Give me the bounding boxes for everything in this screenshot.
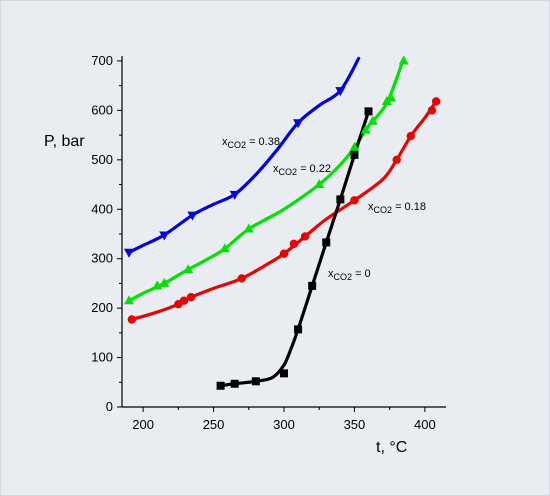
data-point [186,293,196,302]
data-point [364,107,373,116]
x-axis-label: t, °C [376,439,407,456]
y-tick-label: 600 [91,102,113,117]
data-point [314,179,325,189]
series-label-x: x [273,163,279,175]
series-label: xCO2 = 0.18 [368,201,426,215]
data-point [187,211,198,221]
data-point [219,243,230,253]
series-markers [124,55,441,390]
x-tick-label: 400 [414,417,436,432]
series-label-subscript: CO2 [334,272,353,282]
series-curves [127,56,438,388]
y-tick-label: 300 [91,251,113,266]
data-point [427,106,437,115]
data-point [322,238,331,247]
y-tick-label: 0 [106,399,113,414]
data-point [159,231,170,241]
x-tick-label: 350 [344,417,366,432]
series-label-x: x [368,201,374,213]
data-point [349,141,360,151]
x-tick-label: 200 [132,417,154,432]
series-label-x: x [328,268,334,280]
data-point [386,92,397,102]
data-point [243,223,254,233]
data-point [280,369,288,378]
y-axis-label: P, bar [44,133,85,150]
series-label-value: = 0.18 [392,201,426,213]
data-point [127,315,137,324]
data-point [124,295,135,305]
series-label-subscript: CO2 [228,140,247,150]
axes: 200 250 300 350 400 0 100 200 300 400 500 600 700 [91,53,446,432]
y-tick-label: 400 [91,201,113,216]
data-point [335,87,346,97]
series-label: xCO2 = 0.22 [273,163,331,177]
data-point [159,277,170,287]
data-point [237,274,246,283]
data-point [152,280,163,290]
data-point [230,379,239,388]
series-label-value: = 0.38 [246,136,280,148]
y-tick-label: 500 [91,152,113,167]
x-tick-label: 300 [273,417,295,432]
y-tick-label: 700 [91,53,113,68]
data-point [183,264,194,274]
y-tick-label: 100 [91,350,113,365]
series-line [127,56,361,254]
data-point [179,296,189,305]
series-label-x: x [222,136,228,148]
x-tick-label: 250 [203,417,225,432]
data-point [350,196,359,205]
y-tick-label: 200 [91,300,113,315]
data-point [124,248,135,258]
data-point [229,190,240,200]
data-point [406,131,415,141]
series-label-subscript: CO2 [279,167,298,177]
series-label: xCO2 = 0.38 [222,136,280,150]
series-label: xCO2 = 0 [328,268,371,282]
data-point [350,150,359,159]
data-point [293,119,304,129]
data-point [251,377,260,386]
data-point [336,195,345,204]
series-line [219,109,371,388]
series-label-subscript: CO2 [374,205,393,215]
data-point [367,115,378,125]
series-label-value: = 0.22 [297,163,331,175]
data-point [216,381,225,390]
data-point [289,239,299,249]
data-point [300,232,310,241]
data-point [308,281,317,290]
series-label-value: = 0 [352,268,371,280]
data-point [431,97,441,106]
data-point [279,249,289,258]
data-point [294,325,303,334]
data-point [398,55,409,65]
data-point [392,155,401,165]
data-point [360,124,371,134]
